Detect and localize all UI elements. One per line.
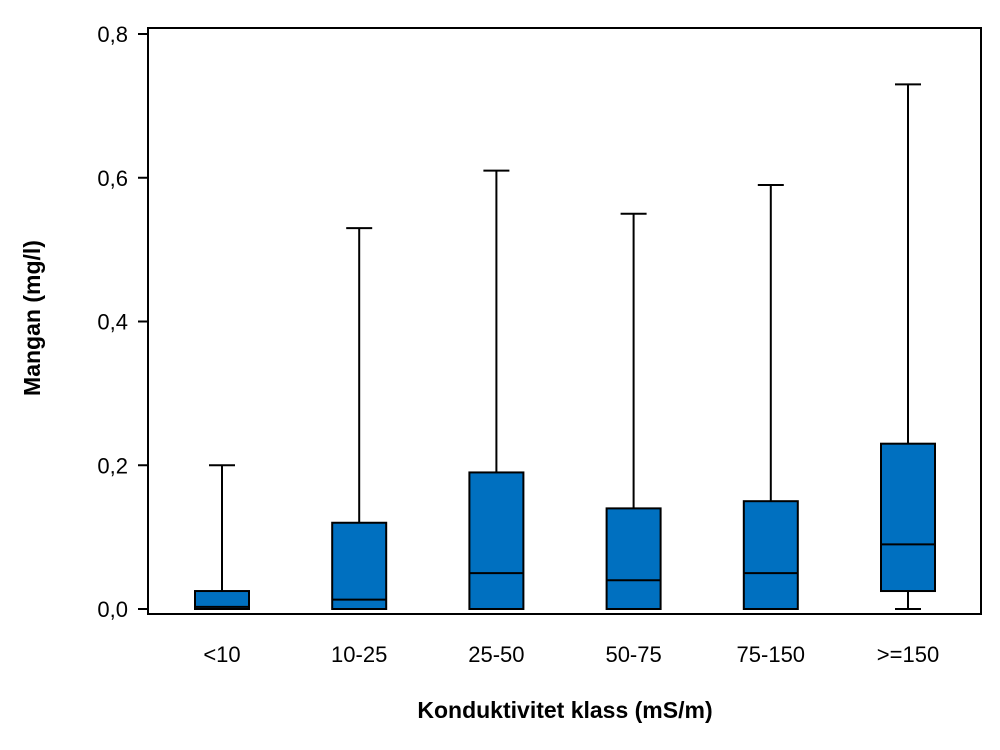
y-axis: 0,0 0,2 0,4 0,6 0,8 (97, 22, 148, 622)
box-5 (880, 83, 936, 610)
y-tick-label: 0,6 (97, 166, 128, 191)
box-3 (605, 212, 662, 610)
x-axis-title: Konduktivitet klass (mS/m) (417, 697, 712, 723)
y-tick-label: 0,8 (97, 22, 128, 47)
box-iqr (194, 590, 250, 610)
box-series (194, 83, 936, 610)
x-tick-label: 75-150 (737, 642, 806, 667)
box-4 (742, 183, 799, 610)
x-axis: <10 10-25 25-50 50-75 75-150 >=150 (203, 642, 939, 667)
box-iqr (742, 500, 799, 610)
box-iqr (331, 521, 388, 610)
x-tick-label: <10 (203, 642, 240, 667)
plot-frame (147, 27, 982, 615)
box-iqr (468, 471, 525, 610)
x-tick-label: 25-50 (468, 642, 524, 667)
x-tick-label: 50-75 (605, 642, 661, 667)
box-iqr (880, 442, 936, 593)
box-2 (468, 169, 525, 610)
y-axis-title: Mangan (mg/l) (19, 240, 45, 396)
box-0 (194, 464, 250, 610)
box-iqr (605, 507, 662, 610)
y-tick-label: 0,4 (97, 310, 128, 335)
box-1 (331, 227, 388, 610)
y-tick-label: 0,2 (97, 453, 128, 478)
x-tick-label: >=150 (877, 642, 939, 667)
x-tick-label: 10-25 (331, 642, 387, 667)
y-tick-label: 0,0 (97, 597, 128, 622)
